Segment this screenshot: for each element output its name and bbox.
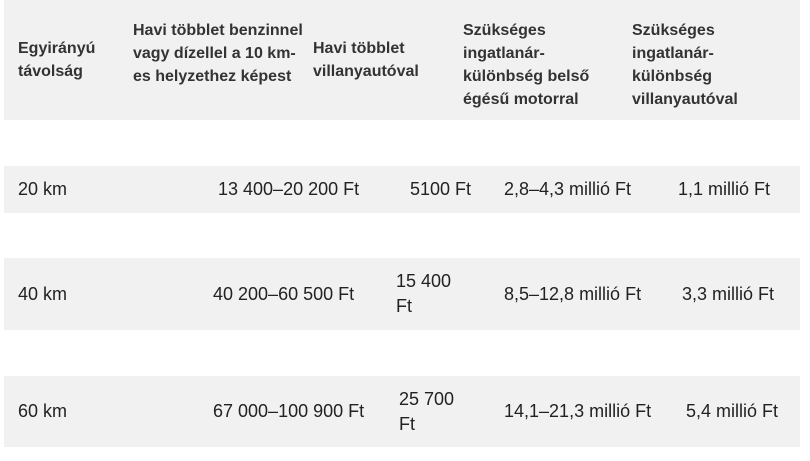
- table-cell: 20 km: [18, 166, 138, 213]
- table-cell: 67 000–100 900 Ft: [213, 376, 383, 447]
- cell-text: Havi többlet benzinnel vagy dízellel a 1…: [133, 22, 303, 85]
- table-cell: 13 400–20 200 Ft: [218, 166, 408, 213]
- header-cell: Szükséges ingatlanár-különbség belső égé…: [463, 0, 613, 120]
- cell-text: 8,5–12,8 millió Ft: [504, 283, 642, 304]
- cell-text: 3,3 millió Ft: [682, 283, 775, 304]
- header-cell: Havi többlet benzinnel vagy dízellel a 1…: [133, 0, 303, 120]
- table-cell: 25 700 Ft: [399, 376, 474, 447]
- table-cell: 5,4 millió Ft: [686, 376, 786, 447]
- header-cell: Havi többlet villanyautóval: [313, 0, 443, 120]
- table-cell: 14,1–21,3 millió Ft: [504, 376, 664, 447]
- table-cell: 15 400 Ft: [396, 258, 471, 330]
- header-cell: Egyirányú távolság: [18, 0, 118, 120]
- table-cell: 40 200–60 500 Ft: [213, 258, 373, 330]
- cell-text: 15 400 Ft: [396, 271, 452, 316]
- cell-text: 20 km: [18, 179, 68, 199]
- cell-text: 5,4 millió Ft: [686, 401, 779, 421]
- cell-text: 40 km: [18, 283, 68, 304]
- table-cell: 1,1 millió Ft: [678, 166, 798, 213]
- table-cell: 3,3 millió Ft: [682, 258, 782, 330]
- cell-text: Egyirányú távolság: [18, 40, 96, 80]
- cell-text: 25 700 Ft: [399, 388, 455, 434]
- cell-text: 67 000–100 900 Ft: [213, 401, 365, 421]
- cell-text: 5100 Ft: [410, 179, 472, 199]
- cell-text: Szükséges ingatlanár-különbség belső égé…: [463, 22, 590, 108]
- cell-text: 40 200–60 500 Ft: [213, 283, 355, 304]
- header-cell: Szükséges ingatlanár-különbség villanyau…: [632, 0, 762, 120]
- cell-text: 2,8–4,3 millió Ft: [504, 179, 632, 199]
- cell-text: Havi többlet villanyautóval: [313, 40, 419, 80]
- table-cell: 8,5–12,8 millió Ft: [504, 258, 664, 330]
- table-cell: 5100 Ft: [410, 166, 500, 213]
- cell-text: 60 km: [18, 401, 68, 421]
- cell-text: 14,1–21,3 millió Ft: [504, 401, 652, 421]
- cell-text: 1,1 millió Ft: [678, 179, 771, 199]
- table-row: [4, 166, 800, 213]
- cell-text: 13 400–20 200 Ft: [218, 179, 360, 199]
- header-row: [4, 0, 800, 120]
- cell-text: Szükséges ingatlanár-különbség villanyau…: [632, 22, 738, 108]
- table-cell: 60 km: [18, 376, 138, 447]
- table-cell: 2,8–4,3 millió Ft: [504, 166, 674, 213]
- table-cell: 40 km: [18, 258, 138, 330]
- table-row: [4, 258, 800, 330]
- table-row: [4, 376, 800, 447]
